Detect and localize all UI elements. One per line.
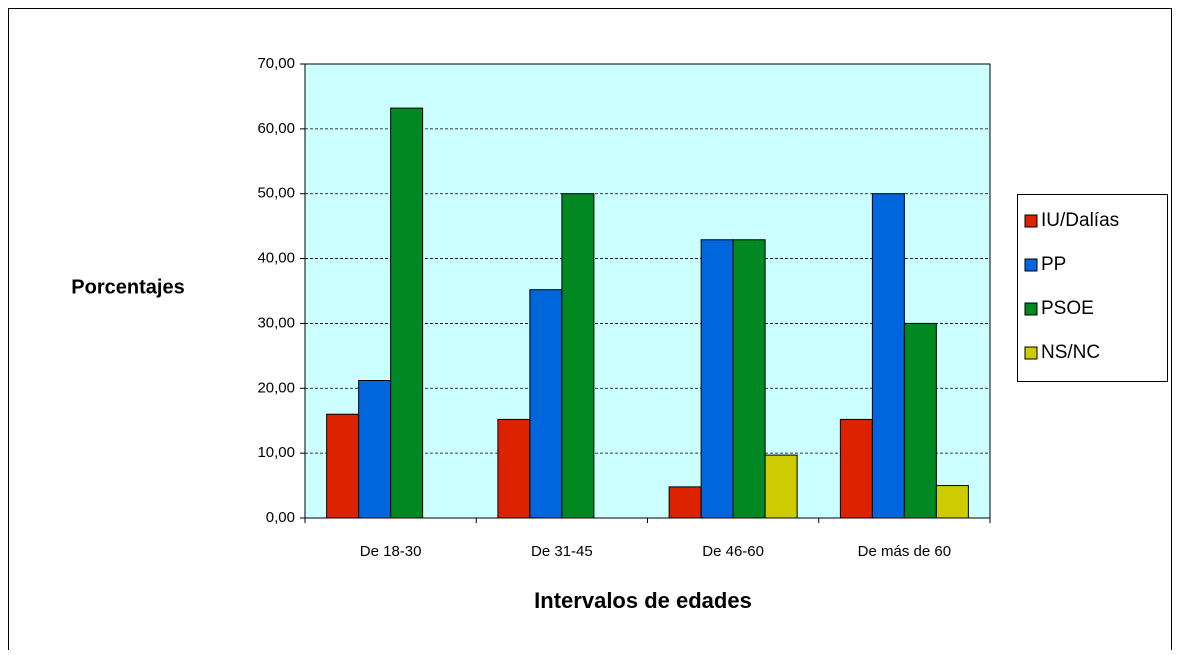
legend-swatch [1024, 346, 1038, 360]
y-tick-label: 50,00 [257, 185, 295, 202]
x-tick-label: De 18-30 [360, 543, 422, 560]
y-tick-label: 30,00 [257, 314, 295, 331]
y-tick-label: 0,00 [266, 509, 295, 526]
bar [358, 380, 392, 519]
bar [497, 418, 531, 519]
y-axis-label: Porcentajes [71, 276, 184, 298]
legend [1017, 194, 1168, 382]
bar [700, 239, 734, 519]
bar [529, 289, 563, 519]
bar [561, 193, 595, 519]
y-tick-label: 10,00 [257, 444, 295, 461]
legend-label: IU/Dalías [1041, 210, 1119, 231]
legend-swatch [1024, 302, 1038, 316]
bar [764, 454, 798, 519]
bar [839, 418, 873, 519]
bar [668, 486, 702, 519]
y-tick-label: 40,00 [257, 250, 295, 267]
bar [326, 413, 360, 519]
bar [732, 239, 766, 519]
legend-swatch [1024, 214, 1038, 228]
x-tick-label: De 31-45 [531, 543, 593, 560]
bar [935, 485, 969, 519]
bar [871, 193, 905, 519]
y-tick-label: 20,00 [257, 379, 295, 396]
bar [903, 322, 937, 519]
legend-swatch [1024, 258, 1038, 272]
legend-label: PP [1041, 254, 1066, 275]
x-tick-label: De 46-60 [702, 543, 764, 560]
bar [390, 107, 424, 519]
x-axis-label: Intervalos de edades [534, 588, 752, 613]
y-tick-label: 70,00 [257, 55, 295, 72]
x-tick-label: De más de 60 [858, 543, 951, 560]
legend-label: NS/NC [1041, 342, 1100, 363]
y-tick-label: 60,00 [257, 120, 295, 137]
legend-label: PSOE [1041, 298, 1094, 319]
